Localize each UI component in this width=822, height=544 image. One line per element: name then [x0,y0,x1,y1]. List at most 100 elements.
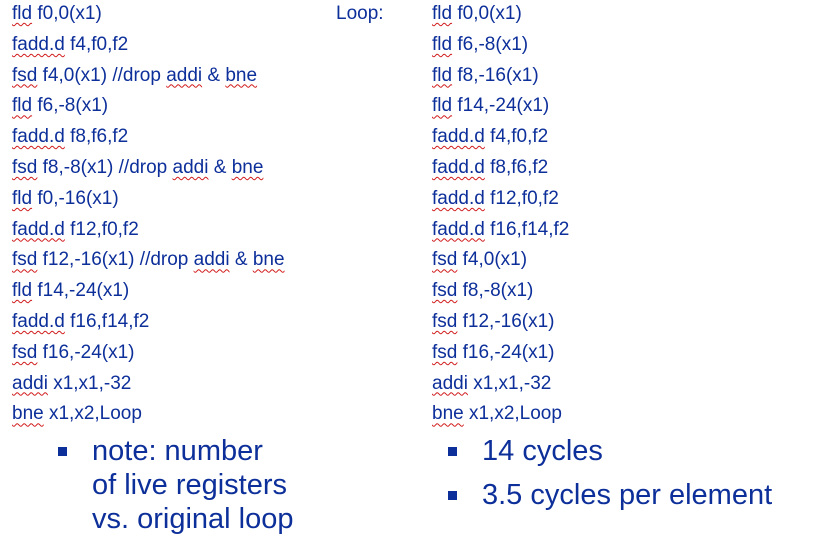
comment-text: & [229,249,253,271]
code-op: fadd.d [432,187,485,209]
code-operands: f16,-24(x1) [457,341,555,363]
code-op: bne [432,403,464,425]
code-operands: x1,x2,Loop [43,403,142,425]
code-operands: f0,0(x1) [32,3,102,24]
code-op: fsd [432,341,458,363]
right-bullet-list: 14 cycles 3.5 cycles per element [448,434,818,522]
comment-word: addi [193,249,230,271]
code-operands: f8,-8(x1) [457,280,534,302]
code-op: fld [432,33,453,55]
code-operands: f6,-8(x1) [452,33,529,55]
code-operands: f8,-8(x1) //drop [37,156,173,178]
code-op: fadd.d [432,218,485,240]
code-op: fld [432,95,453,117]
code-operands: f8,f6,f2 [484,156,549,178]
code-op: fadd.d [12,33,65,55]
code-line: fsd f16,-24(x1) [12,339,285,370]
comment-word: addi [172,156,209,178]
code-line: addi x1,x1,-32 [12,370,285,401]
code-line: fld f6,-8(x1) [432,31,569,62]
code-op: addi [12,372,48,394]
code-line: bne x1,x2,Loop [432,400,569,431]
code-operands: f16,-24(x1) [37,341,135,363]
code-op: fsd [12,249,38,271]
code-operands: f4,0(x1) [457,249,528,271]
code-line: fsd f16,-24(x1) [432,339,569,370]
code-op: fadd.d [12,218,65,240]
left-code-listing: fld f0,0(x1) fadd.d f4,f0,f2 fsd f4,0(x1) … [12,0,285,431]
bullet-text: note: number of live registers vs. origi… [92,435,294,535]
code-op: fld [12,280,33,302]
code-op: addi [432,372,468,394]
bullet-text: 3.5 cycles per element [482,479,773,511]
code-line: fsd f4,0(x1) //drop addi & bne [12,62,285,93]
code-operands: f12,f0,f2 [64,218,139,240]
code-operands: x1,x2,Loop [463,403,562,425]
code-line: fsd f8,-8(x1) [432,277,569,308]
bullet-item: note: number of live registers vs. origi… [58,434,358,536]
code-line: fld f8,-16(x1) [432,62,569,93]
code-line: fadd.d f4,f0,f2 [12,31,285,62]
code-op: fld [12,95,33,117]
code-op: fsd [12,64,38,86]
comment-word: bne [225,64,258,86]
code-operands: f4,f0,f2 [484,126,549,148]
code-operands: f8,-16(x1) [452,64,539,86]
code-operands: f14,-24(x1) [32,280,130,302]
code-line: fld f14,-24(x1) [432,92,569,123]
code-line: fld f14,-24(x1) [12,277,285,308]
bullet-item: 14 cycles [448,434,818,468]
code-line: bne x1,x2,Loop [12,400,285,431]
code-operands: f12,-16(x1) //drop [37,249,194,271]
code-line: fadd.d f4,f0,f2 [432,123,569,154]
code-op: fsd [12,341,38,363]
code-op: fld [432,64,453,86]
code-line: fsd f12,-16(x1) //drop addi & bne [12,246,285,277]
comment-text: & [208,156,232,178]
comment-text: & [202,64,226,86]
code-line: fld f6,-8(x1) [12,92,285,123]
code-op: fld [12,187,33,209]
code-op: fld [12,3,33,24]
code-line: fadd.d f8,f6,f2 [432,154,569,185]
left-bullet-list: note: number of live registers vs. origi… [58,434,358,536]
code-line: fadd.d f12,f0,f2 [12,216,285,247]
code-operands: f16,f14,f2 [484,218,570,240]
code-line: fld f0,0(x1) [432,0,569,31]
code-operands: f0,-16(x1) [32,187,119,209]
bullet-item: 3.5 cycles per element [448,478,818,512]
code-line: fsd f8,-8(x1) //drop addi & bne [12,154,285,185]
code-line: addi x1,x1,-32 [432,370,569,401]
code-op: fadd.d [12,310,65,332]
code-op: fadd.d [432,156,485,178]
code-op: bne [12,403,44,425]
square-bullet-icon [58,447,67,456]
square-bullet-icon [448,491,457,500]
code-op: fsd [432,249,458,271]
code-operands: x1,x1,-32 [467,372,552,394]
code-operands: f4,0(x1) //drop [37,64,167,86]
loop-label: Loop: [336,3,384,24]
code-operands: f6,-8(x1) [32,95,109,117]
code-op: fadd.d [12,126,65,148]
code-line: fadd.d f16,f14,f2 [12,308,285,339]
code-line: fadd.d f8,f6,f2 [12,123,285,154]
comment-word: bne [252,249,285,271]
comment-word: addi [166,64,203,86]
right-code-listing: fld f0,0(x1) fld f6,-8(x1) fld f8,-16(x1) f… [432,0,569,431]
code-operands: f12,-16(x1) [457,310,555,332]
bullet-text: 14 cycles [482,435,603,467]
code-op: fadd.d [432,126,485,148]
comment-word: bne [231,156,264,178]
code-op: fsd [432,310,458,332]
code-op: fsd [432,280,458,302]
code-operands: f16,f14,f2 [64,310,150,332]
code-operands: f4,f0,f2 [64,33,129,55]
code-operands: f8,f6,f2 [64,126,129,148]
code-line: fadd.d f16,f14,f2 [432,216,569,247]
code-op: fsd [12,156,38,178]
code-line: fsd f4,0(x1) [432,246,569,277]
code-line: fsd f12,-16(x1) [432,308,569,339]
code-op: fld [432,3,453,24]
code-operands: f12,f0,f2 [484,187,559,209]
